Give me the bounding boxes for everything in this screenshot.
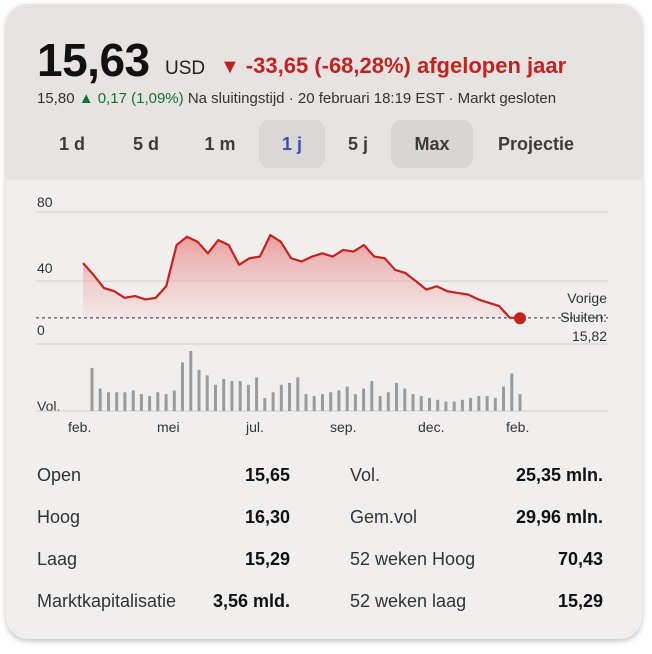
stat-open-value: 15,65: [244, 465, 290, 485]
down-arrow-icon: ▼: [220, 56, 240, 78]
stock-quote-card: 15,63 USD ▼ -33,65 (-68,28%) afgelopen ja…: [6, 4, 642, 639]
after-hours-line: 15,80 ▲ 0,17 (1,09%) Na sluitingstijd · …: [37, 90, 556, 107]
stat-vol-value: 25,35 mln.: [515, 465, 603, 485]
month-label-feb: feb.: [68, 419, 92, 435]
month-label-jul: jul.: [246, 419, 264, 435]
previous-close-label: Vorige Sluiten:: [560, 290, 607, 325]
stat-marktkap-label: Marktkapitalisatie: [37, 591, 177, 611]
market-status: Na sluitingstijd · 20 februari 18:19 EST…: [187, 90, 557, 107]
month-label-sep: sep.: [330, 419, 357, 435]
previous-close: Vorige Sluiten: 15,82: [545, 289, 607, 346]
stat-marktkap-value: 3,56 mld.: [212, 591, 290, 611]
volume-label: Vol.: [37, 398, 61, 414]
previous-close-value: 15,82: [571, 328, 607, 344]
stat-52w-low-label: 52 weken laag: [350, 591, 467, 611]
month-label-feb-end: feb.: [506, 419, 530, 435]
tab-max[interactable]: Max: [391, 120, 473, 168]
year-change-text: -33,65 (-68,28%) afgelopen jaar: [245, 53, 567, 78]
tab-1d[interactable]: 1 d: [58, 134, 85, 154]
quote-header: 15,63 USD ▼ -33,65 (-68,28%) afgelopen ja…: [6, 4, 642, 180]
stat-hoog-value: 16,30: [244, 507, 290, 527]
stat-52w-low-value: 15,29: [557, 591, 603, 611]
stat-hoog-label: Hoog: [37, 507, 81, 527]
stat-gemvol-value: 29,96 mln.: [515, 507, 603, 527]
stat-52w-high-label: 52 weken Hoog: [350, 549, 476, 569]
stat-open-label: Open: [37, 465, 82, 485]
after-hours-change: 0,17 (1,09%): [97, 90, 184, 107]
y-tick-0: 0: [37, 322, 45, 338]
tab-5j[interactable]: 5 j: [347, 134, 368, 154]
month-label-dec: dec.: [418, 419, 445, 435]
stat-laag-label: Laag: [37, 549, 78, 569]
month-label-mei: mei: [157, 419, 180, 435]
tab-projectie[interactable]: Projectie: [497, 134, 575, 154]
current-price: 15,63: [37, 34, 150, 86]
stat-52w-high-value: 70,43: [557, 549, 603, 569]
stat-laag-value: 15,29: [244, 549, 290, 569]
tab-1j[interactable]: 1 j: [259, 120, 325, 168]
stat-vol-label: Vol.: [350, 465, 381, 485]
y-tick-80: 80: [37, 194, 53, 210]
up-arrow-icon: ▲: [78, 90, 94, 107]
tab-1m[interactable]: 1 m: [204, 134, 236, 154]
y-tick-40: 40: [37, 260, 53, 276]
currency-label: USD: [165, 58, 206, 79]
after-hours-price: 15,80: [37, 90, 75, 107]
year-change: ▼ -33,65 (-68,28%) afgelopen jaar: [220, 53, 566, 79]
range-tabs: 1 d 5 d 1 m 1 j 5 j Max Projectie: [6, 120, 642, 170]
stat-gemvol-label: Gem.vol: [350, 507, 418, 527]
tab-5d[interactable]: 5 d: [132, 134, 159, 154]
